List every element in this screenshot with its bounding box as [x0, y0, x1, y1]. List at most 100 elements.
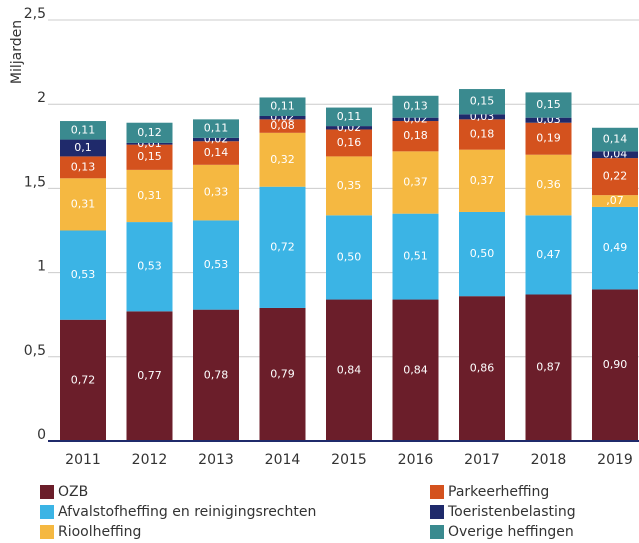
- value-label: 0,13: [71, 160, 96, 173]
- x-tick-label: 2014: [265, 452, 301, 468]
- value-label: 0,14: [204, 146, 229, 159]
- value-label: 0,15: [536, 98, 561, 111]
- value-label: 0,35: [337, 179, 362, 192]
- value-label: 0,22: [603, 170, 628, 183]
- legend-label: Parkeerheffing: [448, 484, 549, 500]
- value-label: 0,79: [270, 367, 295, 380]
- bar-segment: [392, 213, 439, 300]
- legend-swatch: [40, 525, 54, 539]
- bar-segment: [60, 178, 106, 231]
- value-label: 0,37: [470, 174, 495, 187]
- y-tick-label: 1,5: [24, 174, 46, 190]
- bar-segment: [60, 139, 106, 157]
- bar-segment: [126, 311, 173, 441]
- bar-segment: [459, 211, 505, 297]
- y-tick-label: 0,5: [24, 343, 46, 359]
- legend-label: Afvalstofheffing en reinigingsrechten: [58, 504, 316, 520]
- bar-segment: [60, 230, 106, 320]
- bar-segment: [259, 97, 306, 116]
- value-label: 0,32: [270, 153, 295, 166]
- value-label: 0,11: [337, 110, 362, 123]
- value-label: 0,51: [403, 250, 428, 263]
- value-label: 0,31: [71, 197, 96, 210]
- value-label: 0,11: [71, 123, 96, 136]
- legend-label: Rioolheffing: [58, 524, 141, 540]
- bar-segment: [459, 119, 505, 150]
- x-tick-label: 2018: [531, 452, 567, 468]
- legend-swatch: [40, 505, 54, 519]
- x-tick-label: 2017: [464, 452, 500, 468]
- x-tick-label: 2013: [198, 452, 234, 468]
- value-label: 0,78: [204, 368, 229, 381]
- bar-segment: [60, 121, 106, 140]
- bar-segment: [60, 156, 106, 179]
- legend-swatch: [430, 505, 444, 519]
- y-tick-label: 0: [37, 427, 46, 443]
- bar-segment: [592, 195, 638, 207]
- bar-segment: [459, 114, 505, 120]
- bar-segment: [193, 119, 239, 138]
- legend-swatch: [430, 525, 444, 539]
- value-label: 0,87: [536, 361, 561, 374]
- value-label: 0,36: [536, 178, 561, 191]
- bar-segment: [592, 158, 638, 196]
- y-tick-label: 2: [37, 90, 46, 106]
- legend-label: OZB: [58, 484, 88, 500]
- x-tick-label: 2011: [65, 452, 101, 468]
- legend-label: Overige heffingen: [448, 524, 574, 540]
- bar-segment: [126, 122, 173, 143]
- bar-segment: [592, 289, 638, 441]
- value-label: ,07: [606, 194, 624, 207]
- value-label: 0,86: [470, 362, 495, 375]
- value-label: 0,50: [337, 250, 362, 263]
- bar-segment: [459, 296, 505, 441]
- x-tick-label: 2015: [331, 452, 367, 468]
- value-label: 0,18: [403, 129, 428, 142]
- value-label: 0,53: [137, 260, 162, 273]
- value-label: 0,90: [603, 358, 628, 371]
- value-label: 0,14: [603, 133, 628, 146]
- bar-segment: [326, 299, 372, 441]
- bar-segment: [126, 169, 173, 223]
- bar-segment: [592, 206, 638, 290]
- bar-segment: [525, 215, 572, 295]
- bar-segment: [193, 137, 239, 142]
- value-label: 0,13: [403, 100, 428, 113]
- bar-segment: [326, 215, 372, 300]
- bar-segment: [392, 151, 439, 214]
- bar-segment: [592, 127, 638, 152]
- bar-segment: [592, 151, 638, 159]
- bar-segment: [326, 107, 372, 127]
- bar-segment: [326, 156, 372, 216]
- bar-segment: [392, 95, 439, 118]
- legend-swatch: [430, 485, 444, 499]
- bar-segment: [326, 126, 372, 130]
- bar-segment: [193, 220, 239, 310]
- value-label: 0,37: [403, 176, 428, 189]
- bar-segment: [193, 309, 239, 441]
- bar-segment: [193, 164, 239, 221]
- legend-swatch: [40, 485, 54, 499]
- y-tick-label: 2,5: [24, 6, 46, 22]
- value-label: 0,33: [204, 186, 229, 199]
- value-label: 0,49: [603, 241, 628, 254]
- bar-segment: [126, 142, 173, 145]
- value-label: 0,53: [204, 258, 229, 271]
- value-label: 0,47: [536, 248, 561, 261]
- bar-segment: [392, 117, 439, 122]
- bar-segment: [459, 149, 505, 212]
- x-tick-label: 2012: [132, 452, 168, 468]
- value-label: 0,50: [470, 247, 495, 260]
- value-label: 0,1: [74, 141, 92, 154]
- value-label: 0,15: [137, 150, 162, 163]
- bar-segment: [259, 115, 306, 120]
- value-label: 0,77: [137, 369, 162, 382]
- bar-segment: [259, 186, 306, 308]
- bar-segment: [126, 144, 173, 170]
- value-label: 0,12: [137, 126, 162, 139]
- x-tick-label: 2019: [597, 452, 633, 468]
- bar-segment: [392, 121, 439, 152]
- value-label: 0,15: [470, 95, 495, 108]
- bar-segment: [326, 129, 372, 157]
